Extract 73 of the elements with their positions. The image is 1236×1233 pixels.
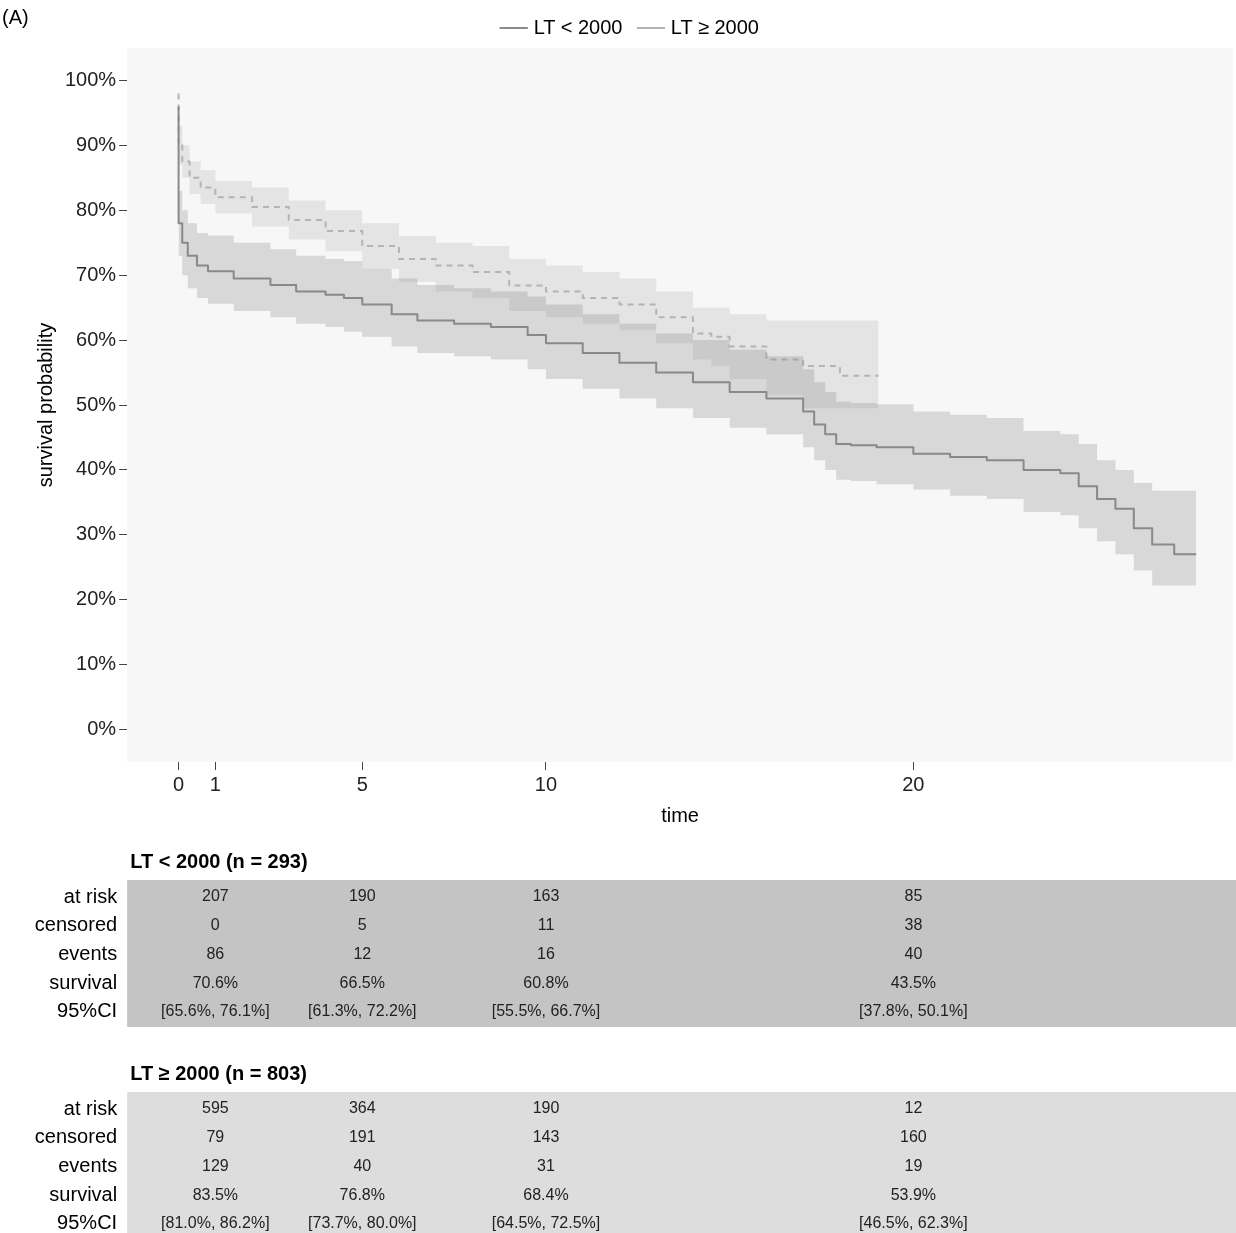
text: 163 (532, 887, 560, 905)
text: 95%CI (57, 999, 118, 1022)
text: [81.0%, 86.2%] (161, 1214, 270, 1232)
text: 76.8% (339, 1185, 385, 1203)
y-tick-label: 90% (76, 132, 117, 155)
text: 364 (348, 1099, 376, 1117)
text: censored (34, 913, 118, 936)
text: [65.6%, 76.1%] (161, 1002, 270, 1020)
text: 68.4% (523, 1185, 569, 1203)
y-tick-label: 70% (76, 262, 117, 285)
text: 16 (537, 944, 555, 962)
text: 43.5% (890, 973, 937, 991)
text: 70.6% (192, 973, 239, 991)
text: 86 (206, 944, 225, 962)
x-tick-label: 1 (209, 772, 221, 795)
text: 85 (904, 887, 923, 905)
text: 595 (201, 1099, 229, 1117)
text: [61.3%, 72.2%] (308, 1002, 417, 1020)
text: LT < 2000 (n = 293) (130, 849, 308, 872)
legend-label: LT ≥ 2000 (670, 15, 759, 38)
text: 19 (904, 1156, 923, 1174)
text: 12 (904, 1099, 923, 1117)
text: 95%CI (57, 1211, 118, 1233)
text: 207 (201, 887, 229, 905)
text: 31 (537, 1156, 555, 1174)
text: at risk (63, 884, 119, 907)
text: 83.5% (192, 1185, 239, 1203)
text: [55.5%, 66.7%] (491, 1002, 601, 1020)
text: at risk (63, 1096, 119, 1119)
x-tick-label: 5 (356, 772, 368, 795)
text: 129 (201, 1156, 229, 1174)
text: 12 (353, 944, 372, 962)
text: events (58, 941, 118, 964)
y-tick-label: 20% (76, 587, 117, 610)
y-axis-title: survival probability (33, 322, 56, 488)
text: 160 (900, 1128, 927, 1146)
text: 79 (206, 1128, 225, 1146)
y-tick-label: 100% (65, 67, 117, 90)
text: [73.7%, 80.0%] (308, 1214, 417, 1232)
y-tick-label: 30% (76, 522, 117, 545)
text: events (58, 1153, 118, 1176)
text: LT ≥ 2000 (n = 803) (130, 1061, 307, 1084)
y-tick-label: 50% (76, 392, 117, 415)
y-tick-label: 10% (76, 652, 117, 675)
x-tick-label: 0 (173, 772, 185, 795)
text: 143 (532, 1128, 560, 1146)
text: [64.5%, 72.5%] (491, 1214, 601, 1232)
x-axis-title: time (661, 803, 699, 826)
legend-label: LT < 2000 (533, 15, 623, 38)
text: 5 (357, 916, 367, 934)
text: survival (49, 970, 118, 993)
text: [46.5%, 62.3%] (859, 1214, 968, 1232)
text: 38 (904, 916, 923, 934)
text: 66.5% (339, 973, 385, 991)
y-tick-label: 0% (87, 717, 117, 740)
text: 40 (353, 1156, 372, 1174)
text: survival (49, 1182, 118, 1205)
y-tick-label: 40% (76, 457, 117, 480)
text: 53.9% (890, 1185, 937, 1203)
text: 0 (210, 916, 220, 934)
text: censored (34, 1125, 118, 1148)
y-tick-label: 80% (76, 197, 117, 220)
y-tick-label: 60% (76, 327, 117, 350)
text: (A) (2, 5, 29, 28)
text: 11 (537, 916, 555, 934)
text: 190 (532, 1099, 560, 1117)
text: 40 (904, 944, 923, 962)
text: 191 (348, 1128, 376, 1146)
x-tick-label: 20 (902, 772, 925, 795)
text: 190 (348, 887, 376, 905)
text: 60.8% (523, 973, 569, 991)
x-tick-label: 10 (534, 772, 558, 795)
text: [37.8%, 50.1%] (859, 1002, 968, 1020)
